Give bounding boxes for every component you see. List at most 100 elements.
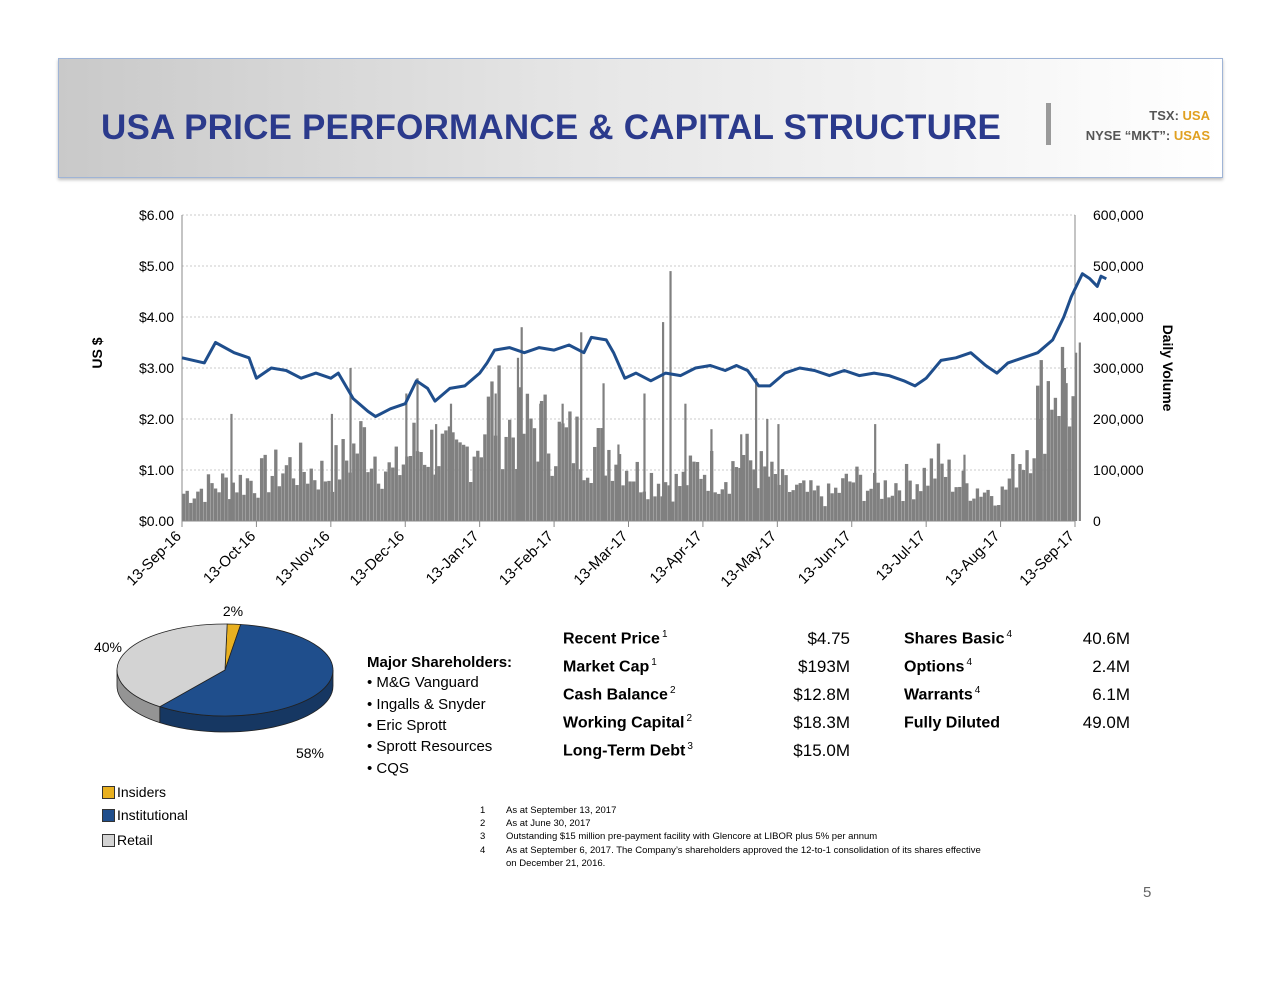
- shareholder-item: • Ingalls & Snyder: [367, 696, 486, 713]
- volume-bar: [844, 473, 849, 521]
- volume-spike-bar: [643, 393, 646, 521]
- share-label: Options 4: [904, 657, 972, 676]
- y2-axis-title: Daily Volume: [1160, 325, 1176, 412]
- volume-bar: [298, 442, 303, 521]
- volume-bar: [189, 502, 193, 521]
- volume-bar: [830, 493, 834, 521]
- volume-bar: [192, 498, 196, 521]
- volume-bar: [787, 491, 792, 521]
- volume-bar: [770, 461, 774, 521]
- volume-bar: [911, 499, 916, 521]
- volume-bar: [610, 480, 615, 521]
- shareholder-item: • Eric Sprott: [367, 717, 447, 734]
- volume-bar: [267, 492, 271, 521]
- volume-spike-bar: [416, 378, 419, 521]
- volume-bar: [1028, 473, 1033, 521]
- y-tick-label: $0.00: [139, 513, 174, 529]
- volume-bar: [936, 443, 941, 521]
- volume-bar: [274, 449, 278, 521]
- y2-tick-label: 500,000: [1093, 258, 1144, 274]
- volume-bar: [639, 492, 643, 521]
- volume-bar: [536, 461, 540, 521]
- share-label: Warrants 4: [904, 685, 981, 704]
- chart-labels: $0.00 0 $1.00 100,000 $2.00 200,000 $3.00 300,0…: [89, 207, 1176, 591]
- volume-bar: [256, 497, 260, 521]
- volume-bar: [883, 480, 887, 521]
- price-line-layer: [181, 272, 1107, 418]
- volume-bar: [695, 461, 700, 521]
- volume-bar: [554, 466, 558, 521]
- volume-bar: [759, 451, 763, 521]
- volume-bar: [518, 387, 522, 521]
- volume-bar: [401, 464, 406, 521]
- volume-bar: [933, 478, 937, 521]
- volume-bar: [667, 485, 671, 521]
- volume-bar: [624, 470, 629, 521]
- price-volume-chart: $0.00 0 $1.00 100,000 $2.00 200,000 $3.00 300,0…: [89, 207, 1176, 591]
- volume-bar: [603, 475, 608, 521]
- volume-bar: [345, 460, 349, 521]
- share-value: 6.1M: [1092, 685, 1130, 704]
- volume-spike-bar: [963, 454, 966, 521]
- volume-bar: [550, 475, 554, 521]
- volume-bar: [748, 460, 753, 521]
- volume-spike-bar: [1019, 464, 1022, 521]
- volume-bar: [373, 456, 377, 521]
- volume-bar: [819, 496, 824, 521]
- volume-bar: [773, 474, 778, 521]
- volume-bar: [756, 488, 760, 521]
- volume-bar: [922, 467, 926, 521]
- volume-bar: [915, 484, 919, 521]
- legend-label-retail: Retail: [117, 832, 153, 848]
- volume-bar: [671, 501, 675, 521]
- volume-bar: [713, 492, 717, 521]
- tsx-ticker: TSX: USA: [1149, 108, 1210, 123]
- tsx-label: TSX:: [1149, 108, 1179, 123]
- x-tick-label: 13-Aug-17: [942, 528, 1004, 590]
- slide-header: USA PRICE PERFORMANCE & CAPITAL STRUCTUR…: [58, 58, 1223, 178]
- y2-tick-label: 400,000: [1093, 309, 1144, 325]
- volume-bar: [958, 486, 962, 521]
- volume-bar: [1014, 487, 1019, 521]
- volume-bar: [989, 496, 994, 521]
- x-tick-label: 13-Jan-17: [423, 528, 483, 588]
- volume-bar: [323, 481, 328, 521]
- y2-tick-label: 300,000: [1093, 360, 1144, 376]
- volume-bar: [327, 480, 331, 521]
- volume-bar: [238, 474, 243, 521]
- share-value: 40.6M: [1082, 629, 1130, 648]
- pie-label-retail: 40%: [94, 639, 122, 655]
- volume-bar: [593, 446, 597, 521]
- volume-bar: [908, 480, 912, 521]
- volume-bar: [306, 483, 310, 521]
- volume-bar: [447, 426, 452, 521]
- volume-bar: [1053, 397, 1058, 521]
- legend-swatch-insiders: [102, 786, 115, 799]
- volume-bar: [632, 481, 636, 521]
- volume-bar: [575, 416, 579, 521]
- volume-bar: [486, 396, 491, 521]
- shareholder-pie-chart: 2% 58% 40%: [94, 603, 334, 761]
- x-tick-label: 13-Apr-17: [647, 528, 706, 587]
- metric-value: $15.0M: [793, 741, 850, 760]
- volume-spike-bar: [405, 393, 408, 521]
- volume-bar: [940, 463, 944, 521]
- volume-bar: [816, 485, 820, 521]
- tsx-symbol: USA: [1182, 108, 1210, 123]
- volume-spike-bar: [230, 413, 233, 521]
- volume-bar: [529, 418, 533, 521]
- volume-spike-bar: [1078, 342, 1081, 521]
- volume-bar: [745, 433, 749, 521]
- volume-bar: [699, 478, 703, 521]
- volume-spike-bar: [602, 383, 605, 521]
- volume-bar: [589, 483, 593, 521]
- volume-bar: [727, 493, 732, 521]
- volume-bar: [663, 482, 668, 521]
- volume-bar: [1036, 385, 1040, 521]
- volume-bar: [408, 455, 413, 521]
- x-tick-label: 13-Mar-17: [570, 528, 631, 589]
- volume-bar: [943, 476, 948, 521]
- volume-bar: [880, 498, 884, 521]
- volume-spike-bar: [684, 403, 687, 521]
- volume-bar: [525, 393, 530, 521]
